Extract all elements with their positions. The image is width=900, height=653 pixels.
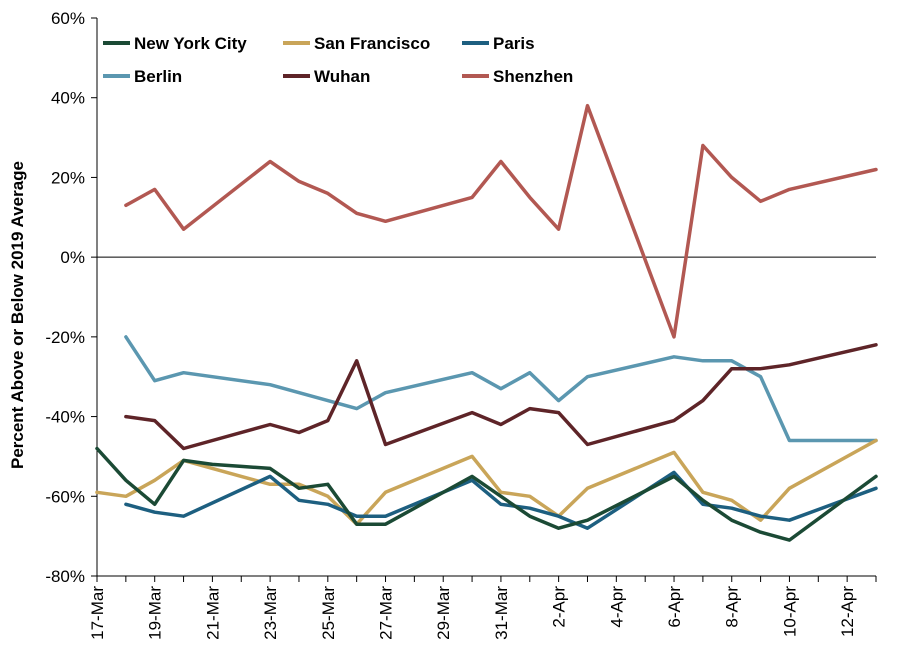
legend-label-wuhan: Wuhan — [314, 67, 370, 86]
y-tick-label: -20% — [45, 328, 85, 347]
series-line-paris — [124, 470, 878, 530]
x-tick-label: 25-Mar — [319, 586, 338, 640]
y-tick-label: 0% — [60, 248, 85, 267]
legend-label-san-francisco: San Francisco — [314, 34, 430, 53]
x-tick-label: 19-Mar — [146, 586, 165, 640]
series-lines — [95, 103, 878, 542]
legend: New York City San Francisco Paris Berlin Wuh… — [103, 34, 573, 86]
series-line-berlin — [124, 335, 878, 443]
y-tick-label: -80% — [45, 567, 85, 586]
x-tick-label: 2-Apr — [550, 586, 569, 628]
x-tick-label: 21-Mar — [203, 586, 222, 640]
y-tick-label: -60% — [45, 487, 85, 506]
x-tick-label: 31-Mar — [492, 586, 511, 640]
y-tick-label: 20% — [51, 168, 85, 187]
x-tick-label: 4-Apr — [607, 586, 626, 628]
legend-label-paris: Paris — [493, 34, 535, 53]
x-tick-label: 23-Mar — [261, 586, 280, 640]
series-line-san-francisco — [95, 438, 878, 526]
x-axis-ticks: 17-Mar 19-Mar 21-Mar 23-Mar 25-Mar 27-Mar 29-M… — [88, 576, 877, 640]
y-tick-label: -40% — [45, 408, 85, 427]
x-tick-label: 6-Apr — [665, 586, 684, 628]
series-line-wuhan — [124, 343, 878, 451]
legend-label-shenzhen: Shenzhen — [493, 67, 573, 86]
series-line-shenzhen — [124, 103, 878, 339]
y-tick-label: 40% — [51, 89, 85, 108]
x-tick-label: 27-Mar — [377, 586, 396, 640]
legend-label-berlin: Berlin — [134, 67, 182, 86]
series-line-new-york-city — [95, 446, 878, 542]
y-tick-label: 60% — [51, 9, 85, 28]
legend-label-new-york-city: New York City — [134, 34, 247, 53]
y-axis-label: Percent Above or Below 2019 Average — [8, 161, 27, 469]
x-tick-label: 29-Mar — [434, 586, 453, 640]
x-tick-label: 12-Apr — [838, 586, 857, 637]
x-tick-label: 8-Apr — [723, 586, 742, 628]
y-axis-ticks: -80% -60% -40% -20% 0% 20% 40% 60% — [45, 9, 97, 586]
x-tick-label: 17-Mar — [88, 586, 107, 640]
x-tick-label: 10-Apr — [780, 586, 799, 637]
chart-axes — [96, 18, 876, 577]
